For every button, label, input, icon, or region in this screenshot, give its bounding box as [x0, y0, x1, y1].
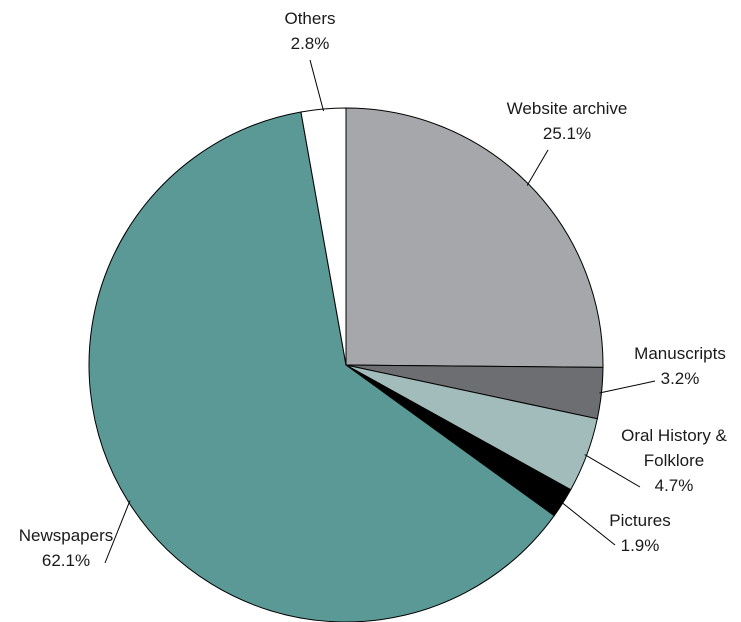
slice-name: Pictures: [609, 511, 671, 530]
slice-value: 62.1%: [41, 551, 91, 570]
slice-value: 3.2%: [660, 369, 700, 388]
leader-line: [560, 501, 616, 546]
slice-label: Pictures 1.9%: [609, 508, 670, 558]
pie-slice: [345, 107, 604, 368]
slice-label: Others 2.8%: [284, 6, 335, 56]
slice-name: Oral History & Folklore: [621, 426, 727, 470]
slice-value: 4.7%: [654, 476, 694, 495]
slice-name: Newspapers: [18, 526, 114, 545]
pie-slice: [88, 111, 555, 622]
slice-name: Others: [284, 9, 336, 28]
slice-value: 1.9%: [620, 536, 660, 555]
leader-line: [104, 500, 131, 564]
slice-label: Manuscripts 3.2%: [634, 341, 726, 391]
slice-value: 25.1%: [542, 124, 592, 143]
leader-line: [584, 454, 641, 488]
slice-label: Oral History & Folklore 4.7%: [612, 423, 737, 498]
leader-line: [526, 149, 549, 186]
slice-value: 2.8%: [290, 34, 330, 53]
leader-line: [309, 59, 325, 112]
leader-line: [599, 380, 656, 394]
slice-label: Newspapers 62.1%: [19, 523, 114, 573]
slice-label: Website archive 25.1%: [507, 96, 628, 146]
slice-name: Manuscripts: [634, 344, 726, 363]
slice-name: Website archive: [506, 99, 628, 118]
